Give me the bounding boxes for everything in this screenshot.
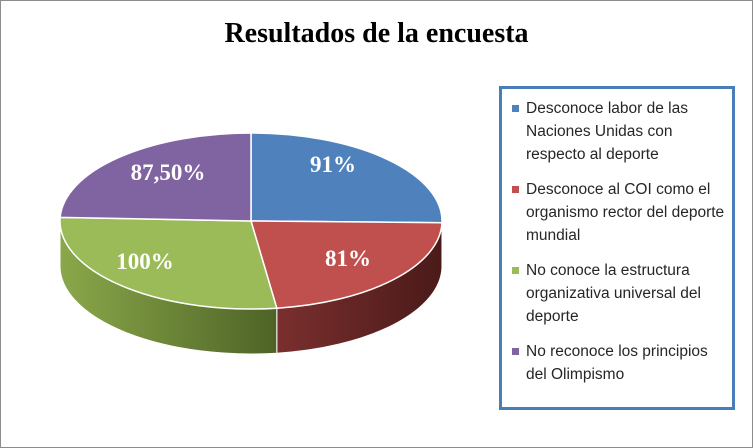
legend-swatch-coi <box>512 186 519 193</box>
pie-slice-olympism <box>59 132 252 222</box>
legend-item-un: Desconoce labor de las Naciones Unidas c… <box>512 97 726 166</box>
legend-label-olympism: No reconoce los principios del Olimpismo <box>526 343 708 383</box>
legend-label-un: Desconoce labor de las Naciones Unidas c… <box>526 100 688 163</box>
legend-item-structure: No conoce la estructura organizativa uni… <box>512 259 726 328</box>
pie-labels: 91% 81% 100% 87,50% <box>116 152 371 274</box>
pie-slice-coi <box>249 220 443 309</box>
slice-label-coi: 81% <box>325 246 371 271</box>
legend-swatch-olympism <box>512 348 519 355</box>
pie-slice-un <box>250 132 443 224</box>
legend-item-coi: Desconoce al COI como el organismo recto… <box>512 178 726 247</box>
slice-label-un: 91% <box>310 152 356 177</box>
legend-item-olympism: No reconoce los principios del Olimpismo <box>512 340 726 386</box>
legend-label-coi: Desconoce al COI como el organismo recto… <box>526 181 725 244</box>
slice-label-olympism: 87,50% <box>131 160 206 185</box>
legend-swatch-un <box>512 105 519 112</box>
slice-label-structure: 100% <box>116 249 174 274</box>
legend-swatch-structure <box>512 267 519 274</box>
pie-tops <box>59 132 443 310</box>
legend: Desconoce labor de las Naciones Unidas c… <box>499 86 735 410</box>
legend-label-structure: No conoce la estructura organizativa uni… <box>526 262 701 325</box>
chart-title: Resultados de la encuesta <box>224 18 529 49</box>
pie-slice-structure <box>59 216 278 310</box>
